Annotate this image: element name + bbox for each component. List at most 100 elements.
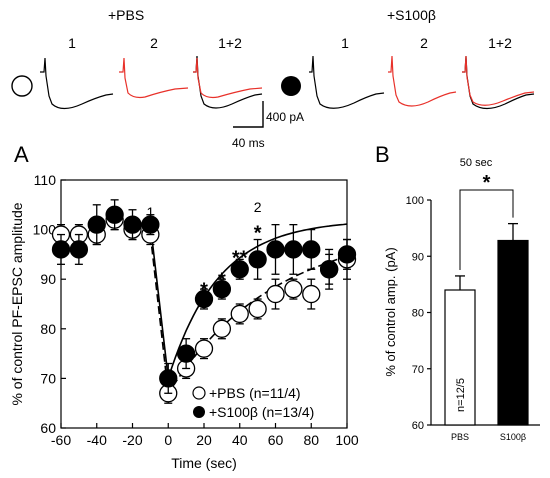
data-point	[319, 260, 339, 279]
x-tick-label--40: -40	[87, 432, 107, 448]
y-tick-label-110: 110	[34, 172, 57, 188]
y-tick-label-60: 60	[40, 420, 56, 436]
trace-s100-1	[309, 55, 385, 109]
panel-a-x-axis: -60 -40 -20 0 20 40 60 80 100	[51, 423, 359, 448]
scale-bar-time-label: 40 ms	[232, 136, 265, 150]
trace-label-s100-2: 2	[420, 35, 428, 51]
pbs-open-circle-marker	[11, 75, 33, 97]
panel-b-label: B	[375, 142, 390, 167]
example-traces: +PBS +S100β 1 2 1+2 1 2 1+2 400 pA 40 ms	[11, 7, 535, 150]
panel-a-data-series	[51, 199, 357, 404]
x-tick-label-0: 0	[164, 432, 172, 448]
panel-a-label: A	[14, 142, 29, 167]
fit-curve-s100	[149, 223, 348, 380]
b-y-tick-label-60: 60	[412, 420, 424, 432]
panel-a-x-axis-label: Time (sec)	[171, 455, 237, 471]
annotation-2: *	[200, 280, 208, 302]
trace-label-s100-1: 1	[341, 35, 349, 51]
significance-star: *	[483, 172, 491, 194]
s100-group-label: +S100β	[387, 7, 436, 23]
data-point	[266, 240, 285, 259]
data-point	[159, 369, 178, 388]
data-point	[248, 250, 267, 269]
annotation-3: *	[218, 270, 226, 292]
trace-label-s100-1plus2: 1+2	[488, 35, 512, 51]
data-point	[230, 260, 249, 279]
data-point	[302, 284, 321, 304]
data-point	[284, 240, 303, 259]
trace-pbs-2	[119, 57, 189, 99]
series-s100	[51, 199, 357, 394]
b-y-tick-label-70: 70	[412, 364, 424, 376]
trace-label-pbs-1plus2: 1+2	[218, 35, 242, 51]
panel-b-bar-chart: B 50 sec 60 70 80 90 100 PBS n=12/5 S100β n=10/…	[375, 142, 540, 442]
data-point	[337, 245, 357, 264]
legend-pbs-label: +PBS (n=11/4)	[209, 385, 301, 401]
bar-n-label: n=10/4	[508, 378, 520, 412]
significance-bracket	[459, 189, 514, 270]
x-tick-label--20: -20	[122, 432, 142, 448]
data-point	[284, 279, 303, 299]
y-tick-label-70: 70	[40, 370, 56, 386]
annotation-4: **	[232, 247, 248, 269]
y-tick-label-90: 90	[40, 271, 56, 287]
x-tick-label--60: -60	[51, 432, 71, 448]
data-point	[69, 240, 89, 259]
panel-a-fit-curves	[149, 223, 348, 395]
y-tick-label-80: 80	[40, 321, 56, 337]
trace-label-pbs-1: 1	[68, 35, 76, 51]
data-point	[51, 240, 71, 259]
pbs-group-label: +PBS	[108, 7, 144, 23]
scale-bar	[233, 101, 264, 128]
trace-s100-1plus2-red	[462, 55, 535, 106]
data-point	[194, 339, 214, 358]
panel-a-legend: +PBS (n=11/4) +S100β (n=13/4)	[192, 385, 314, 420]
data-point	[302, 240, 321, 259]
data-point	[248, 299, 267, 319]
panel-a-time-course: A 60 70 80 90 100 110 -60 -40 -20 0 20 40 60 80 100 1…	[9, 142, 359, 471]
x-tick-label-20: 20	[196, 432, 212, 448]
annotation-0: 1	[146, 204, 154, 220]
panel-a-annotations: 1 2* ****	[146, 199, 261, 301]
panel-b-y-axis: 60 70 80 90 100	[406, 195, 431, 432]
panel-b-y-axis-label: % of control amp. (pA)	[383, 247, 398, 376]
annotation-1: 2	[254, 199, 262, 215]
annotation-5: *	[254, 223, 262, 245]
data-point	[87, 215, 106, 234]
trace-pbs-1	[40, 57, 114, 110]
x-tick-label-100: 100	[335, 432, 359, 448]
s100-filled-circle-marker	[281, 76, 301, 96]
data-point	[194, 289, 214, 309]
trace-pbs-1plus2-black	[193, 55, 263, 109]
trace-pbs-1plus2-red	[193, 57, 263, 99]
data-point	[176, 344, 196, 363]
bar-category-label: PBS	[451, 432, 469, 442]
b-y-tick-label-80: 80	[412, 308, 424, 320]
panel-a-y-axis: 60 70 80 90 100 110	[33, 172, 66, 436]
data-point	[141, 215, 160, 234]
panel-b-bars: PBS n=12/5 S100β n=10/4 *	[444, 172, 529, 442]
x-tick-label-60: 60	[268, 432, 284, 448]
legend-pbs-marker	[192, 386, 206, 400]
bar-s100	[497, 239, 529, 426]
data-point	[123, 215, 142, 234]
bar-n-label: n=12/5	[455, 378, 467, 412]
data-point	[105, 205, 124, 224]
b-y-tick-label-90: 90	[412, 251, 424, 263]
panel-b-title: 50 sec	[460, 157, 493, 169]
b-y-tick-label-100: 100	[406, 195, 424, 207]
data-point	[266, 284, 285, 304]
x-tick-label-80: 80	[303, 432, 319, 448]
legend-s100-marker	[193, 406, 205, 418]
data-point	[212, 279, 232, 299]
scale-bar-current-label: 400 pA	[266, 110, 304, 124]
y-tick-label-100: 100	[33, 222, 57, 238]
trace-label-pbs-2: 2	[150, 35, 158, 51]
data-point	[230, 304, 249, 324]
panel-a-y-axis-label: % of control PF-EPSC amplitude	[9, 202, 25, 405]
data-point	[212, 319, 232, 338]
trace-s100-2	[388, 55, 457, 107]
bar-category-label: S100β	[500, 432, 526, 442]
legend-s100-label: +S100β (n=13/4)	[209, 404, 314, 420]
